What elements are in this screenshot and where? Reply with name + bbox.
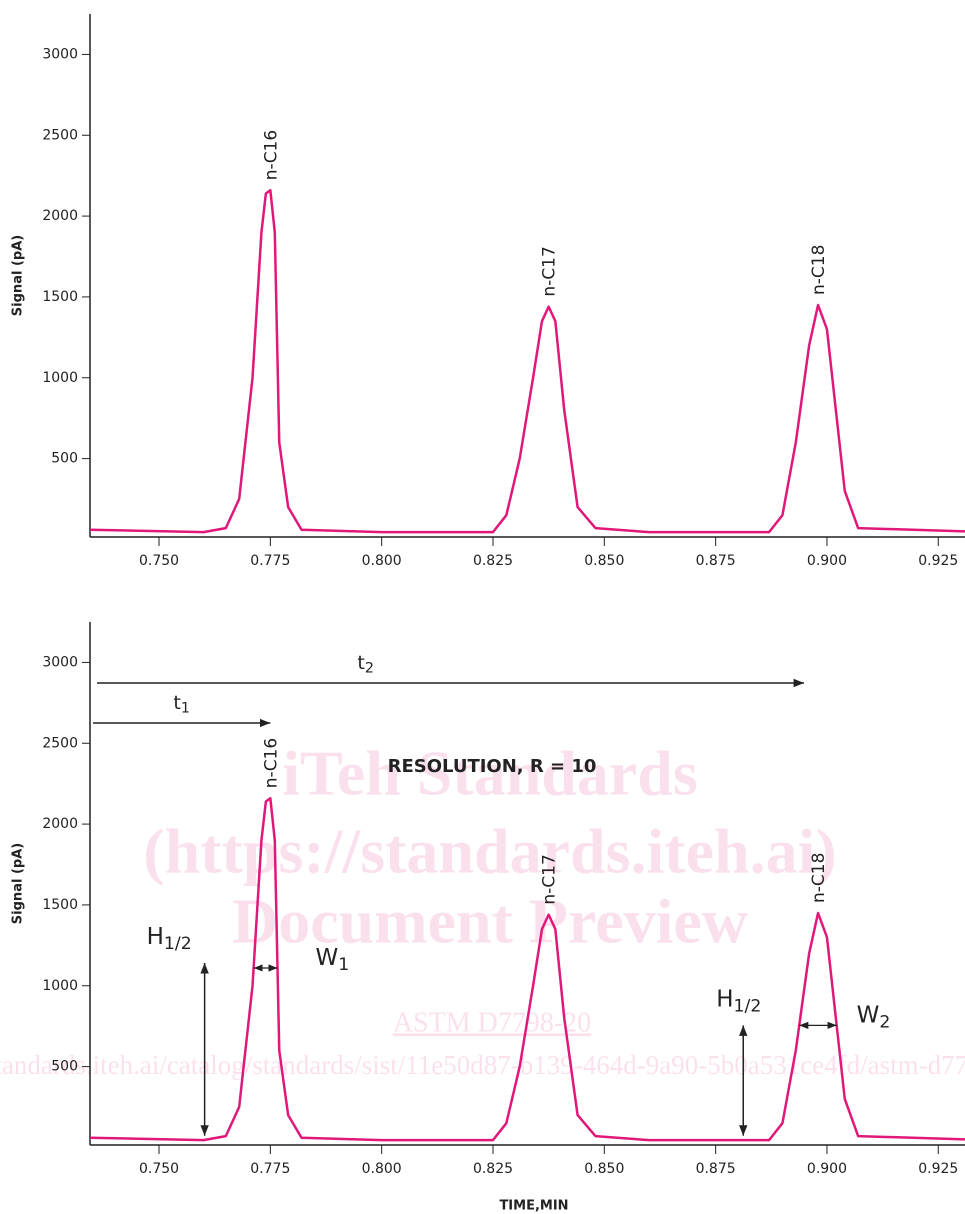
y-tick-label: 2500 xyxy=(42,127,78,143)
y-tick-label: 500 xyxy=(51,451,78,467)
annotation: W1 xyxy=(316,944,350,974)
x-tick-label: 0.925 xyxy=(918,553,958,569)
x-tick-label: 0.900 xyxy=(807,553,847,569)
watermark-line: Document Preview xyxy=(232,886,748,957)
watermark: iTeh Standards (https://standards.iteh.a… xyxy=(0,738,965,1081)
y-tick-label: 1500 xyxy=(42,289,78,305)
x-tick-label: 0.750 xyxy=(139,1161,179,1177)
y-tick-label: 1500 xyxy=(42,897,78,913)
y-tick-label: 1000 xyxy=(42,978,78,994)
x-tick-label: 0.850 xyxy=(584,1161,624,1177)
annotation-text: t xyxy=(173,692,180,714)
x-tick-label: 0.775 xyxy=(250,553,290,569)
annotation-text: H xyxy=(716,986,733,1012)
watermark-url: https://standards.iteh.ai/catalog/standa… xyxy=(0,1050,965,1080)
x-tick-label: 0.775 xyxy=(250,1161,290,1177)
annotation-subscript: 2 xyxy=(879,1012,890,1032)
y-tick-label: 500 xyxy=(51,1059,78,1075)
annotation: H1/2 xyxy=(716,986,761,1016)
annotation-subscript: 1 xyxy=(181,701,190,717)
annotation-text: W xyxy=(316,944,339,970)
x-tick-label: 0.850 xyxy=(584,553,624,569)
annotation-text: W xyxy=(857,1002,880,1028)
y-tick-label: 1000 xyxy=(42,370,78,386)
y-axis-label: Signal (pA) xyxy=(11,843,26,924)
annotation: W2 xyxy=(857,1002,891,1032)
y-axis-label: Signal (pA) xyxy=(11,235,26,316)
line xyxy=(89,796,965,1142)
peak-label: n-C16 xyxy=(261,130,281,180)
watermark-line: (https://standards.iteh.ai) xyxy=(143,816,836,887)
annotation: t1 xyxy=(173,692,190,717)
line xyxy=(89,188,965,534)
x-axis-label: TIME,MIN xyxy=(499,1199,568,1214)
annotation-subscript: 1/2 xyxy=(734,996,762,1016)
peak-label: n-C18 xyxy=(809,245,829,295)
y-tick-label: 2500 xyxy=(42,735,78,751)
x-tick-label: 0.825 xyxy=(473,1161,513,1177)
y-tick-label: 3000 xyxy=(42,654,78,670)
peak-label: n-C17 xyxy=(540,854,560,904)
x-tick-label: 0.925 xyxy=(918,1161,958,1177)
y-tick-label: 3000 xyxy=(42,46,78,62)
x-tick-label: 0.750 xyxy=(139,553,179,569)
x-tick-label: 0.825 xyxy=(473,553,513,569)
annotation: t2 xyxy=(357,652,374,677)
annotation-subscript: 1/2 xyxy=(164,934,192,954)
watermark-line: iTeh Standards xyxy=(282,738,698,809)
x-tick-label: 0.900 xyxy=(807,1161,847,1177)
annotation-subscript: 2 xyxy=(365,661,374,677)
x-tick-label: 0.800 xyxy=(362,1161,402,1177)
x-tick-label: 0.800 xyxy=(362,553,402,569)
y-tick-label: 2000 xyxy=(42,208,78,224)
x-tick-label: 0.875 xyxy=(696,553,736,569)
resolution-label: RESOLUTION, R = 10 xyxy=(388,756,597,777)
annotation-subscript: 1 xyxy=(338,955,349,975)
annotation-text: t xyxy=(357,652,364,674)
watermark-code: ASTM D7798-20 xyxy=(393,1007,591,1038)
x-tick-label: 0.875 xyxy=(696,1161,736,1177)
peak-label: n-C18 xyxy=(809,853,829,903)
annotation: H1/2 xyxy=(147,923,192,953)
peak-label: n-C17 xyxy=(540,246,560,296)
annotation-text: H xyxy=(147,923,164,949)
peak-label: n-C16 xyxy=(261,738,281,788)
y-tick-label: 2000 xyxy=(42,816,78,832)
